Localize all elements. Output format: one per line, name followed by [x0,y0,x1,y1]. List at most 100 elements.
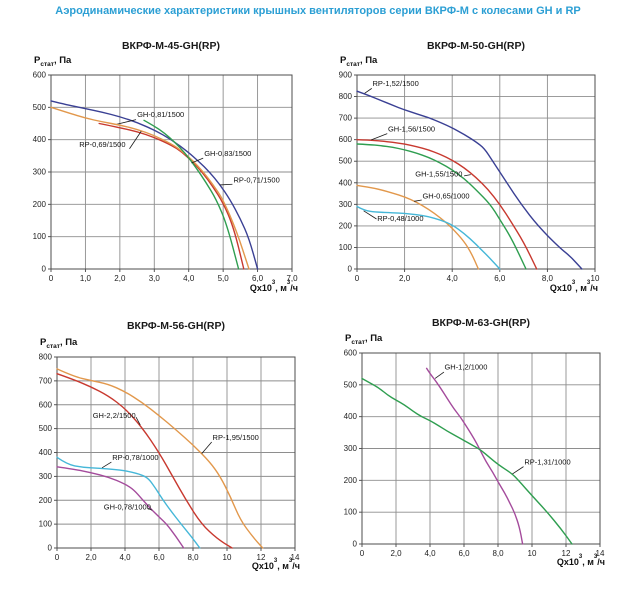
y-tick-label: 0 [353,540,358,549]
y-tick-label: 500 [33,103,47,112]
y-tick-label: 200 [33,200,47,209]
x-tick-label: 8,0 [492,549,504,558]
y-tick-label: 100 [33,232,47,241]
x-axis-label-sup: 3 [586,280,591,286]
x-tick-label: 10 [223,553,232,562]
x-axis-label-text: Qx10 [549,283,572,293]
series-label: RP-0,71/1500 [233,175,279,184]
y-axis-label-chart-56: Pстат, Па [40,337,77,350]
x-tick-label: 4,0 [183,274,195,283]
chart-plot-1: 0 2,0 4,0 6,0 8,0 100100200300400500600700800… [339,71,600,284]
x-axis-label-sup: 3 [571,280,576,286]
series-curve-RP-1,95/1500 [56,368,264,549]
y-axis-label-text: P [34,55,41,66]
chart-plot-3: 0 2,0 4,0 6,0 8,0 10 12 14 0 100 200 300 400 500 600 GH… [344,349,605,559]
x-tick-label: 0 [355,274,360,283]
x-axis-label-text: Qx10 [249,283,272,293]
series-label: GH-1,55/1500 [415,170,462,179]
y-tick-label: 400 [339,178,353,187]
y-tick-label: 400 [33,135,47,144]
y-tick-label: 600 [33,71,47,80]
y-tick-label: 200 [339,221,353,230]
series-label-leader [512,466,524,475]
series-curve-GH-2,2/1500 [56,373,233,549]
series-label: GH-1,2/1000 [444,363,487,372]
y-tick-label: 200 [39,496,53,505]
y-tick-label: 400 [344,412,358,421]
chart-title-vkrf-m-63: ВКРФ-М-63-GH(RP) [431,317,531,329]
plot-border [361,352,601,545]
x-tick-label: 0 [360,549,365,558]
x-tick-label: 0 [55,553,60,562]
x-tick-label: 0 [49,274,54,283]
x-axis-label-text: /ч [290,283,298,293]
series-label: RP-0,48/1000 [377,214,423,223]
x-tick-label: 14 [291,553,300,562]
series-label: RP-0,78/1000 [112,453,158,462]
chart-title-vkrf-m-56: ВКРФ-М-56-GH(RP) [126,320,226,332]
x-axis-label-text: /ч [597,557,605,567]
x-axis-label-text: /ч [590,283,598,293]
y-tick-label: 300 [39,472,53,481]
x-axis-label-sup: 3 [578,554,583,560]
page-title: Аэродинамические характеристики крышных … [55,5,581,17]
y-tick-label: 500 [344,380,358,389]
y-axis-label-text: P [40,337,47,348]
plot-border [50,74,293,270]
y-axis-label-sub: стат [351,338,365,346]
x-axis-label-sup: 3 [593,554,598,560]
chart-plot-2: 0 2,0 4,0 6,0 8,0 10 12 14 0 100 200 300 400 500 600 70… [39,353,300,563]
series-label-leader [434,371,445,379]
x-axis-label-sup: 3 [286,280,291,286]
series-label: GH-0,65/1000 [422,191,469,200]
y-tick-label: 100 [339,243,353,252]
series-curve-RP-0,69/1500 [50,106,250,270]
x-tick-label: 10 [528,549,537,558]
series-curve-GH-1,2/1000 [425,367,524,545]
x-axis-label-sup: 3 [273,558,278,564]
y-tick-label: 100 [344,508,358,517]
x-axis-label-chart-45: Qx103, м3/ч [202,280,298,293]
series-curve-GH-1,55/1500 [356,143,527,270]
y-axis-label-unit: , Па [359,55,378,66]
series-label-leader [147,508,153,511]
series-label-leader [371,133,388,141]
y-tick-label: 500 [339,157,353,166]
x-tick-label: 12 [257,553,266,562]
series-label: GH-0,78/1000 [104,502,151,511]
x-axis-label-text: , м [582,557,594,567]
series-curve-RP-0,78/1000 [56,456,201,549]
y-tick-label: 200 [344,476,358,485]
x-tick-label: 4,0 [119,553,131,562]
plot-border [356,74,596,270]
y-tick-label: 300 [339,200,353,209]
series-label: RP-1,95/1500 [213,433,259,442]
plot-border [56,356,296,549]
y-axis-label-text: P [345,333,352,344]
y-tick-label: 700 [339,114,353,123]
y-axis-label-unit: , Па [53,55,72,66]
x-tick-label: 4,0 [447,274,459,283]
chart-title-vkrf-m-50: ВКРФ-М-50-GH(RP) [426,40,526,52]
series-label-leader [101,461,112,469]
x-axis-label-text: , м [275,283,287,293]
series-curve-GH-0,78/1000 [56,466,185,549]
x-tick-label: 6,0 [494,274,506,283]
x-tick-label: 10 [591,274,600,283]
y-axis-label-unit: , Па [59,337,78,348]
x-tick-label: 8,0 [542,274,554,283]
x-tick-label: 6,0 [252,274,264,283]
x-axis-label-chart-56: Qx103, м3/ч [204,558,300,571]
x-tick-label: 2,0 [399,274,411,283]
series-label: GH-1,56/1500 [388,124,435,133]
series-label-leader [114,119,137,126]
x-tick-label: 6,0 [458,549,470,558]
y-tick-label: 0 [48,544,53,553]
x-tick-label: 3,0 [149,274,161,283]
series-label-leader [464,174,471,177]
y-tick-label: 600 [39,400,53,409]
y-axis-label-sub: стат [40,60,54,68]
series-label: GH-0,83/1500 [204,149,251,158]
x-axis-label-sup: 3 [271,280,276,286]
